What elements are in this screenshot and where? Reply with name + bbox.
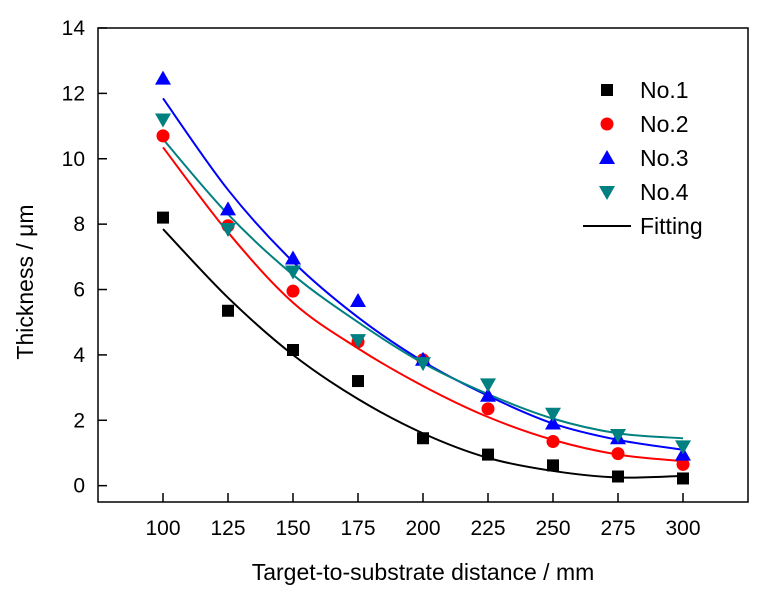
legend-label: No.1 bbox=[640, 77, 689, 103]
point-no1 bbox=[352, 375, 364, 388]
point-no2 bbox=[156, 129, 170, 143]
x-axis: 100 125 150 175 200 225 250 275 300 bbox=[145, 493, 701, 540]
point-no4 bbox=[610, 428, 626, 443]
x-tick-label: 100 bbox=[145, 517, 180, 540]
x-tick-label: 275 bbox=[600, 517, 635, 540]
point-no3 bbox=[155, 70, 171, 85]
data-points bbox=[155, 70, 691, 485]
point-no4 bbox=[220, 223, 236, 238]
y-axis: 0 2 4 6 8 10 12 14 bbox=[62, 17, 107, 498]
fit-line-no3 bbox=[162, 97, 684, 451]
x-axis-label: Target-to-substrate distance / mm bbox=[252, 559, 595, 585]
y-tick-label: 10 bbox=[62, 148, 85, 171]
legend-marker-no2 bbox=[600, 117, 614, 131]
point-no1 bbox=[222, 304, 234, 317]
point-no2 bbox=[481, 402, 495, 416]
point-no3 bbox=[220, 201, 236, 216]
x-tick-label: 225 bbox=[470, 517, 505, 540]
point-no1 bbox=[287, 343, 299, 356]
point-no4 bbox=[480, 378, 496, 393]
x-tick-label: 175 bbox=[340, 517, 375, 540]
y-tick-label: 0 bbox=[73, 475, 85, 498]
point-no2 bbox=[286, 284, 300, 298]
x-tick-label: 200 bbox=[405, 517, 440, 540]
point-no1 bbox=[677, 472, 689, 485]
legend-marker-no4 bbox=[599, 186, 615, 200]
legend-label: No.3 bbox=[640, 145, 689, 171]
point-no4 bbox=[350, 334, 366, 349]
point-no2 bbox=[676, 457, 690, 471]
point-no3 bbox=[350, 292, 366, 307]
point-no1 bbox=[612, 470, 624, 483]
point-no3 bbox=[480, 387, 496, 402]
point-no2 bbox=[546, 435, 560, 449]
legend-label: Fitting bbox=[640, 213, 703, 239]
y-tick-label: 4 bbox=[73, 344, 85, 367]
point-no1 bbox=[482, 448, 494, 461]
x-tick-label: 250 bbox=[535, 517, 570, 540]
x-tick-label: 150 bbox=[275, 517, 310, 540]
y-tick-label: 12 bbox=[62, 82, 85, 105]
y-tick-label: 14 bbox=[62, 17, 86, 40]
point-no1 bbox=[547, 459, 559, 472]
point-no4 bbox=[155, 113, 171, 128]
legend-marker-no3 bbox=[599, 150, 615, 164]
point-no4 bbox=[285, 265, 301, 280]
point-no4 bbox=[675, 440, 691, 455]
y-tick-label: 6 bbox=[73, 279, 85, 302]
x-tick-label: 125 bbox=[210, 517, 245, 540]
fit-line-no2 bbox=[162, 146, 684, 463]
legend-marker-no1 bbox=[601, 84, 613, 96]
point-no1 bbox=[157, 211, 169, 224]
point-no1 bbox=[417, 432, 429, 445]
legend-label: No.4 bbox=[640, 179, 689, 205]
point-no2 bbox=[611, 447, 625, 461]
point-no4 bbox=[545, 407, 561, 422]
legend: No.1 No.2 No.3 No.4 Fitting bbox=[583, 77, 703, 239]
fit-line-no4 bbox=[162, 138, 684, 440]
point-no3 bbox=[285, 250, 301, 265]
y-axis-label: Thickness / μm bbox=[12, 204, 38, 359]
point-no4 bbox=[415, 357, 431, 372]
y-tick-label: 8 bbox=[73, 213, 85, 236]
point-no3 bbox=[545, 415, 561, 430]
legend-label: No.2 bbox=[640, 111, 689, 137]
x-tick-label: 300 bbox=[665, 517, 700, 540]
y-tick-label: 2 bbox=[73, 409, 85, 432]
